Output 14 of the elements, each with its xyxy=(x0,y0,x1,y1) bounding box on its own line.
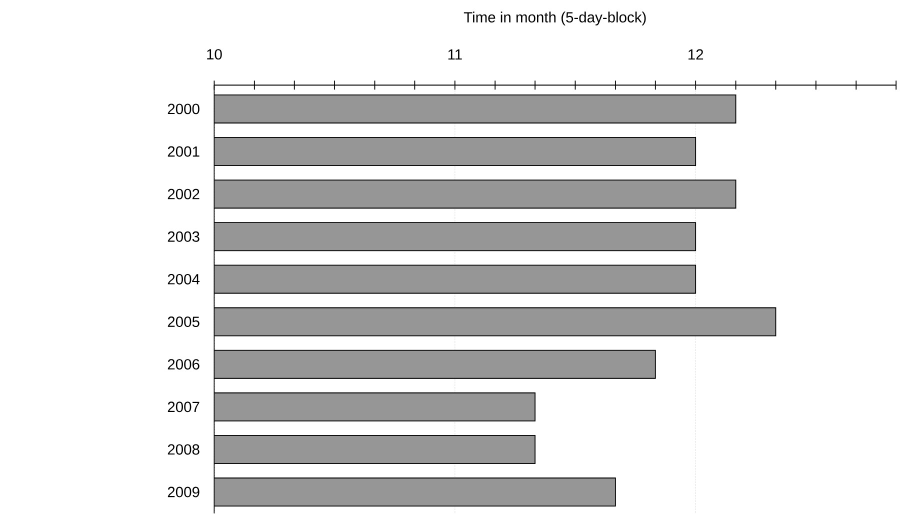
x-tick-label: 11 xyxy=(448,50,462,60)
y-tick-label: 2008 xyxy=(168,444,200,455)
y-tick-label: 2009 xyxy=(168,486,200,498)
y-tick-label: 2005 xyxy=(168,316,200,328)
y-tick-label: 2006 xyxy=(168,359,200,370)
y-tick-label: 2003 xyxy=(168,232,200,242)
y-tick-label: 2002 xyxy=(168,188,200,200)
y-tick-label: 2007 xyxy=(168,402,200,412)
x-axis-title: Time in month (5-day-block) xyxy=(464,12,646,26)
x-tick-label: 12 xyxy=(688,49,704,60)
y-tick-label: 2000 xyxy=(168,104,200,114)
x-tick-label: 10 xyxy=(207,49,222,60)
y-tick-label: 2001 xyxy=(168,146,200,157)
y-tick-label: 2004 xyxy=(168,274,200,285)
